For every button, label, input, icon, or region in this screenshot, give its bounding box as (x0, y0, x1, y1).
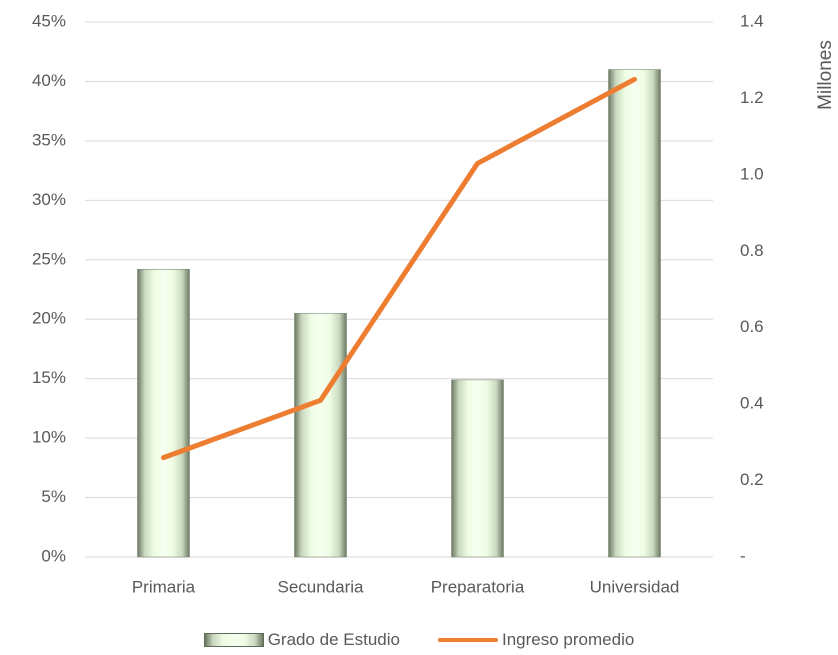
left-tick-label: 0% (41, 546, 66, 565)
legend-item-bar: Grado de Estudio (203, 630, 400, 650)
left-tick-label: 35% (32, 130, 66, 149)
left-tick-label: 15% (32, 368, 66, 387)
right-tick-label: - (740, 546, 746, 565)
legend: Grado de Estudio Ingreso promedio (0, 627, 838, 653)
bar (608, 69, 661, 558)
line-path (161, 76, 637, 461)
x-axis-ticks: Primaria Secundaria Preparatoria Universida… (132, 577, 680, 596)
x-tick-label: Preparatoria (431, 577, 525, 596)
right-axis-ticks: - 0.2 0.4 0.6 0.8 1.0 1.2 1.4 (740, 11, 764, 565)
bar (294, 312, 347, 558)
bar (137, 268, 190, 558)
bar (451, 379, 504, 558)
legend-line-label: Ingreso promedio (502, 630, 635, 649)
right-tick-label: 1.0 (740, 164, 764, 183)
left-tick-label: 30% (32, 190, 66, 209)
legend-bar-swatch (203, 633, 264, 647)
left-axis-ticks: 0% 5% 10% 15% 20% 25% 30% 35% 40% 45% (32, 11, 66, 565)
x-tick-label: Secundaria (277, 577, 364, 596)
bar-series (137, 69, 661, 558)
left-tick-label: 20% (32, 309, 66, 328)
legend-bar-label: Grado de Estudio (267, 630, 400, 649)
left-tick-label: 40% (32, 71, 66, 90)
legend-item-line: Ingreso promedio (438, 630, 634, 650)
left-tick-label: 5% (41, 487, 66, 506)
x-tick-label: Primaria (132, 577, 196, 596)
right-tick-label: 0.2 (740, 470, 764, 489)
right-axis-title: Millones (815, 40, 836, 110)
left-tick-label: 10% (32, 428, 66, 447)
combo-chart: 0% 5% 10% 15% 20% 25% 30% 35% 40% 45% - 0.2 0.4 0.6 0… (32, 11, 836, 596)
right-tick-label: 0.4 (740, 394, 764, 413)
left-tick-label: 45% (32, 11, 66, 30)
right-tick-label: 0.6 (740, 317, 764, 336)
left-tick-label: 25% (32, 249, 66, 268)
line-series (161, 76, 637, 461)
right-tick-label: 0.8 (740, 241, 764, 260)
legend-line-swatch (438, 638, 498, 642)
right-tick-label: 1.2 (740, 88, 764, 107)
right-tick-label: 1.4 (740, 11, 764, 30)
x-tick-label: Universidad (590, 577, 680, 596)
